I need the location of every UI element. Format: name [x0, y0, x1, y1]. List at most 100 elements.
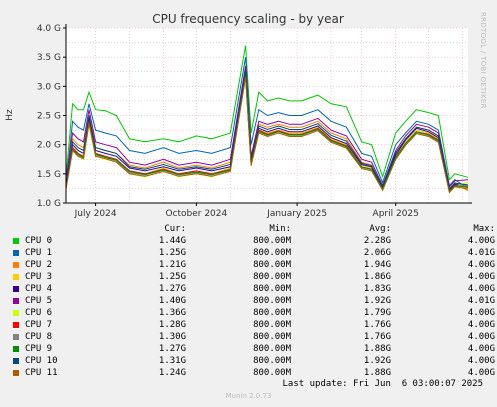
- legend-row-label-cell: CPU 7: [12, 319, 100, 331]
- legend-header-avg: Avg:: [369, 224, 391, 234]
- legend-swatch: [13, 273, 19, 280]
- legend-swatch: [13, 357, 19, 364]
- legend-row-cur: 1.25G: [158, 248, 186, 258]
- legend-row-label-cell: CPU 10: [12, 355, 100, 367]
- legend-row-cur: 1.30G: [158, 332, 186, 342]
- chart-title: CPU frequency scaling - by year: [152, 12, 344, 26]
- legend-row-name: CPU 3: [25, 272, 53, 282]
- legend-row: CPU 6 1.36G 800.00M 1.79G 4.00G: [12, 307, 495, 319]
- legend-row-max: 4.00G: [467, 260, 495, 270]
- legend-header-min: Min:: [269, 224, 291, 234]
- legend-row-name: CPU 2: [25, 260, 53, 270]
- legend-row: CPU 2 1.21G 800.00M 1.94G 4.00G: [12, 259, 495, 271]
- x-tick-label: April 2025: [373, 209, 419, 219]
- legend-row-avg: 1.79G: [363, 308, 391, 318]
- legend-row-name: CPU 11: [25, 368, 58, 378]
- legend-row-max: 4.00G: [467, 344, 495, 354]
- legend-row-max: 4.00G: [467, 320, 495, 330]
- legend-row: CPU 11 1.24G 800.00M 1.88G 4.00G: [12, 367, 495, 379]
- legend-row-avg: 1.92G: [363, 296, 391, 306]
- legend-row-min: 800.00M: [253, 248, 291, 258]
- legend-row-max: 4.00G: [467, 368, 495, 378]
- legend-row-cur: 1.21G: [158, 260, 186, 270]
- legend-row-min: 800.00M: [253, 332, 291, 342]
- legend-row-min: 800.00M: [253, 356, 291, 366]
- legend-row-max: 4.00G: [467, 308, 495, 318]
- legend-swatch: [13, 297, 19, 304]
- y-tick-label: 1.5 G: [37, 170, 61, 180]
- legend-row-name: CPU 8: [25, 332, 53, 342]
- legend-row-max: 4.01G: [467, 296, 495, 306]
- legend-row: CPU 7 1.28G 800.00M 1.76G 4.00G: [12, 319, 495, 331]
- legend-row-label-cell: CPU 11: [12, 367, 100, 379]
- legend-row-max: 4.00G: [467, 272, 495, 282]
- legend-row-min: 800.00M: [253, 272, 291, 282]
- legend-row-cur: 1.36G: [158, 308, 186, 318]
- legend-row-min: 800.00M: [253, 296, 291, 306]
- legend-swatch: [13, 237, 19, 244]
- legend-row-min: 800.00M: [253, 260, 291, 270]
- series-line: [65, 71, 469, 192]
- legend-row-avg: 1.88G: [363, 368, 391, 378]
- series-line: [65, 57, 469, 189]
- legend-swatch: [13, 369, 19, 376]
- legend-row: CPU 4 1.27G 800.00M 1.83G 4.00G: [12, 283, 495, 295]
- legend-row-name: CPU 10: [25, 356, 58, 366]
- series-line: [65, 65, 469, 188]
- legend-row-name: CPU 5: [25, 296, 53, 306]
- legend-row-label-cell: CPU 3: [12, 271, 100, 283]
- legend-row-cur: 1.27G: [158, 344, 186, 354]
- legend-swatch: [13, 321, 19, 328]
- legend-row-min: 800.00M: [253, 344, 291, 354]
- legend-row-label-cell: CPU 6: [12, 307, 100, 319]
- series-line: [65, 69, 469, 191]
- legend-row-min: 800.00M: [253, 284, 291, 294]
- legend-row-avg: 2.06G: [363, 248, 391, 258]
- legend-swatch: [13, 333, 19, 340]
- legend-header-cur: Cur:: [164, 224, 186, 234]
- legend-row-min: 800.00M: [253, 308, 291, 318]
- legend-row-max: 4.00G: [467, 356, 495, 366]
- series-line: [65, 45, 469, 181]
- legend-row: CPU 9 1.27G 800.00M 1.88G 4.00G: [12, 343, 495, 355]
- legend-row-cur: 1.24G: [158, 368, 186, 378]
- legend-row-cur: 1.31G: [158, 356, 186, 366]
- legend-swatch: [13, 261, 19, 268]
- legend-row-label-cell: CPU 0: [12, 235, 100, 247]
- legend-row-max: 4.00G: [467, 236, 495, 246]
- legend-row-cur: 1.44G: [158, 236, 186, 246]
- legend-row-avg: 1.83G: [363, 284, 391, 294]
- legend-row-cur: 1.25G: [158, 272, 186, 282]
- legend-row: CPU 5 1.40G 800.00M 1.92G 4.01G: [12, 295, 495, 307]
- y-tick-label: 3.0 G: [37, 82, 61, 92]
- legend-swatch: [13, 345, 19, 352]
- rrdtool-credit: RRDTOOL / TOBI OETIKER: [479, 12, 487, 109]
- x-tick-label: July 2024: [74, 209, 117, 219]
- legend-row-name: CPU 4: [25, 284, 53, 294]
- legend-row-name: CPU 1: [25, 248, 53, 258]
- legend-row-label-cell: CPU 1: [12, 247, 100, 259]
- legend-row-label-cell: CPU 8: [12, 331, 100, 343]
- legend-row-max: 4.01G: [467, 248, 495, 258]
- legend-row: CPU 3 1.25G 800.00M 1.86G 4.00G: [12, 271, 495, 283]
- legend-swatch: [13, 249, 19, 256]
- x-tick-label: January 2025: [266, 209, 327, 219]
- legend-row-avg: 1.86G: [363, 272, 391, 282]
- series-line: [65, 76, 469, 194]
- legend-row-max: 4.00G: [467, 332, 495, 342]
- legend-row-cur: 1.27G: [158, 284, 186, 294]
- legend-row-cur: 1.28G: [158, 320, 186, 330]
- legend-row-name: CPU 9: [25, 344, 53, 354]
- y-tick-label: 2.0 G: [37, 141, 61, 151]
- legend-row-label-cell: CPU 4: [12, 283, 100, 295]
- legend-row-max: 4.00G: [467, 284, 495, 294]
- legend-row-name: CPU 7: [25, 320, 53, 330]
- last-update: Last update: Fri Jun 6 03:00:07 2025: [282, 379, 483, 389]
- legend-row-avg: 1.76G: [363, 332, 391, 342]
- y-tick-label: 4.0 G: [37, 24, 61, 34]
- legend-row-label-cell: CPU 2: [12, 259, 100, 271]
- legend-row-name: CPU 6: [25, 308, 53, 318]
- legend-row-min: 800.00M: [253, 236, 291, 246]
- x-tick-label: October 2024: [165, 209, 227, 219]
- legend-row-avg: 2.28G: [363, 236, 391, 246]
